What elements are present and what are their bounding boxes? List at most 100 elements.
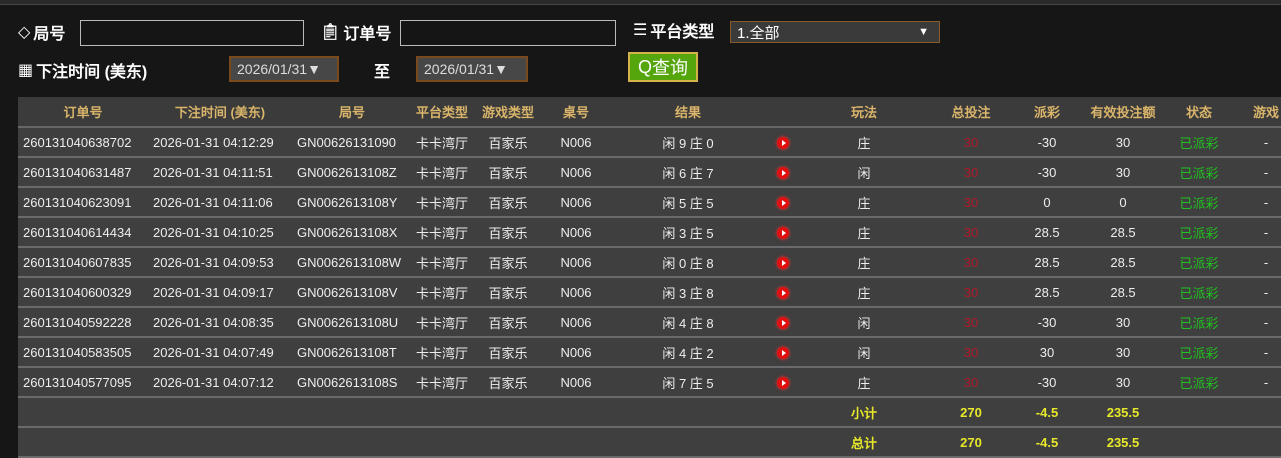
- table-cell: 260131040638702: [18, 127, 148, 158]
- clipboard-icon: 📋︎: [320, 24, 341, 41]
- table-cell: 卡卡湾厅: [412, 157, 472, 188]
- table-cell: 闲 4 庄 8: [608, 307, 768, 338]
- table-cell: GN0062613108U: [292, 307, 412, 338]
- table-row[interactable]: 260131040583505 2026-01-31 04:07:49 GN0062…: [18, 337, 1281, 368]
- table-cell: 卡卡湾厅: [412, 217, 472, 248]
- table-cell: 30: [930, 277, 1012, 308]
- replay-cell: [768, 367, 798, 398]
- table-cell: GN0062613108W: [292, 247, 412, 278]
- play-video-icon[interactable]: [777, 197, 789, 210]
- table-cell: 卡卡湾厅: [412, 277, 472, 308]
- table-cell: 260131040614434: [18, 217, 148, 248]
- table-row[interactable]: 260131040592228 2026-01-31 04:08:35 GN0062…: [18, 307, 1281, 338]
- table-row[interactable]: 260131040623091 2026-01-31 04:11:06 GN0062…: [18, 187, 1281, 218]
- table-row[interactable]: 260131040638702 2026-01-31 04:12:29 GN0062…: [18, 127, 1281, 158]
- table-cell: -: [1234, 307, 1281, 338]
- table-cell: 260131040600329: [18, 277, 148, 308]
- table-cell: 庄: [798, 247, 930, 278]
- play-video-icon[interactable]: [777, 257, 789, 270]
- column-header: 游戏: [1234, 97, 1281, 128]
- table-row[interactable]: 260131040607835 2026-01-31 04:09:53 GN0062…: [18, 247, 1281, 278]
- platform-select[interactable]: 1.全部 ▼: [730, 21, 940, 43]
- replay-cell: [768, 157, 798, 188]
- table-cell: 30: [930, 307, 1012, 338]
- table-cell: GN0062613108Z: [292, 157, 412, 188]
- table-cell: -: [1234, 127, 1281, 158]
- table-cell: 2026-01-31 04:11:06: [148, 187, 292, 218]
- subtotal-total_bet: 270: [930, 397, 1012, 428]
- date-to[interactable]: 2026/01/31▼: [416, 56, 528, 82]
- table-cell: GN0062613108T: [292, 337, 412, 368]
- play-video-icon[interactable]: [777, 227, 789, 240]
- table-cell: 2026-01-31 04:08:35: [148, 307, 292, 338]
- date-from[interactable]: 2026/01/31▼: [229, 56, 339, 82]
- query-button[interactable]: Q 查询: [628, 52, 698, 82]
- list-icon: ☰: [633, 22, 648, 39]
- table-cell: N006: [544, 367, 608, 398]
- empty-cell: [608, 397, 768, 428]
- table-row[interactable]: 260131040577095 2026-01-31 04:07:12 GN0062…: [18, 367, 1281, 398]
- order-label: 📋︎ 订单号: [320, 20, 391, 44]
- play-video-icon[interactable]: [777, 287, 789, 300]
- table-cell: 百家乐: [472, 307, 544, 338]
- table-cell: 30: [930, 337, 1012, 368]
- order-input[interactable]: [400, 20, 616, 46]
- table-cell: 30: [930, 247, 1012, 278]
- empty-cell: [768, 397, 798, 428]
- table-row[interactable]: 260131040614434 2026-01-31 04:10:25 GN0062…: [18, 217, 1281, 248]
- subtotal-payout: -4.5: [1012, 397, 1082, 428]
- empty-cell: [412, 397, 472, 428]
- table-cell: 2026-01-31 04:11:51: [148, 157, 292, 188]
- round-input[interactable]: [80, 20, 304, 46]
- table-cell: 30: [1082, 157, 1164, 188]
- table-cell: -30: [1012, 367, 1082, 398]
- table-cell: 卡卡湾厅: [412, 127, 472, 158]
- column-header: 下注时间 (美东): [148, 97, 292, 128]
- table-cell: 卡卡湾厅: [412, 247, 472, 278]
- play-video-icon[interactable]: [777, 167, 789, 180]
- play-video-icon[interactable]: [777, 137, 789, 150]
- bet-table: 订单号 下注时间 (美东) 局号 平台类型 游戏类型 桌号 结果 玩法 总投注 派彩 有效投注额 状态…: [18, 97, 1281, 458]
- play-video-icon[interactable]: [777, 377, 789, 390]
- to-label: 至: [374, 64, 391, 81]
- table-cell: 0: [1082, 187, 1164, 218]
- platform-value: 1.全部: [737, 24, 780, 42]
- platform-label: ☰ 平台类型: [633, 18, 714, 42]
- table-cell: 30: [930, 217, 1012, 248]
- table-cell: 闲 3 庄 5: [608, 217, 768, 248]
- table-cell: 28.5: [1082, 247, 1164, 278]
- table-cell: 2026-01-31 04:09:17: [148, 277, 292, 308]
- table-cell: N006: [544, 337, 608, 368]
- table-cell: -: [1234, 337, 1281, 368]
- play-video-icon[interactable]: [777, 347, 789, 360]
- table-cell: 28.5: [1012, 277, 1082, 308]
- table-row[interactable]: 260131040631487 2026-01-31 04:11:51 GN0062…: [18, 157, 1281, 188]
- table-cell: 闲 5 庄 5: [608, 187, 768, 218]
- table-cell: -: [1234, 247, 1281, 278]
- table-cell: 2026-01-31 04:09:53: [148, 247, 292, 278]
- table-cell: 28.5: [1012, 247, 1082, 278]
- table-cell: N006: [544, 277, 608, 308]
- table-row[interactable]: 260131040600329 2026-01-31 04:09:17 GN0062…: [18, 277, 1281, 308]
- table-cell: 30: [930, 187, 1012, 218]
- time-label-text: 下注时间 (美东): [36, 64, 148, 81]
- play-video-icon[interactable]: [777, 317, 789, 330]
- empty-cell: [472, 397, 544, 428]
- table-cell: 28.5: [1082, 277, 1164, 308]
- empty-cell: [292, 397, 412, 428]
- column-header: 派彩: [1012, 97, 1082, 128]
- replay-cell: [768, 277, 798, 308]
- table-cell: 30: [930, 367, 1012, 398]
- total-total_bet: 270: [930, 427, 1012, 458]
- table-cell: 闲 0 庄 8: [608, 247, 768, 278]
- table-cell: 闲 3 庄 8: [608, 277, 768, 308]
- table-cell: -: [1234, 277, 1281, 308]
- table-cell: 庄: [798, 277, 930, 308]
- total-label: 总计: [798, 427, 930, 458]
- empty-cell: [1234, 427, 1281, 458]
- table-cell: 260131040583505: [18, 337, 148, 368]
- table-cell: -30: [1012, 157, 1082, 188]
- table-cell: 卡卡湾厅: [412, 337, 472, 368]
- table-cell: 已派彩: [1164, 367, 1234, 398]
- table-cell: 2026-01-31 04:07:49: [148, 337, 292, 368]
